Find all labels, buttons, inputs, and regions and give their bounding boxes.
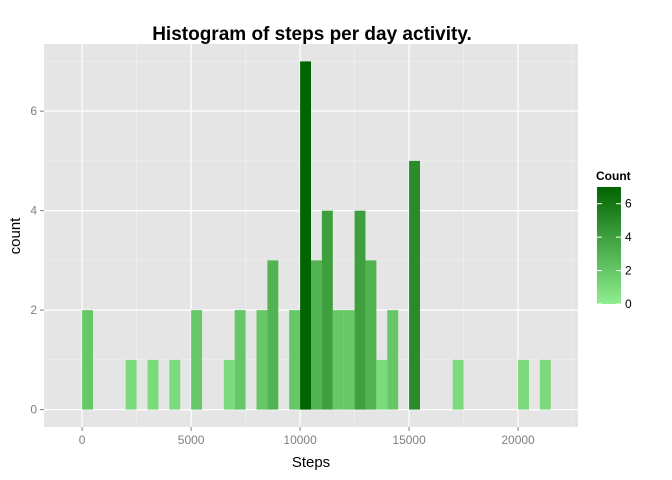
y-axis-title: count [7, 217, 24, 255]
y-tick-label: 2 [30, 303, 37, 317]
histogram-bar [300, 61, 311, 410]
histogram-bar [82, 310, 94, 410]
histogram-bar [365, 260, 377, 410]
histogram-bar [409, 160, 420, 410]
histogram-bar [125, 359, 137, 410]
chart-title: Histogram of steps per day activity. [152, 24, 472, 45]
histogram-bars [82, 61, 551, 410]
histogram-bar [452, 359, 464, 410]
histogram-bar [289, 310, 301, 410]
histogram-bar [169, 359, 181, 410]
legend-tick-label: 0 [625, 297, 632, 311]
legend-tick-label: 6 [625, 197, 632, 211]
histogram-bar [343, 310, 355, 410]
x-tick-label: 0 [79, 433, 86, 447]
histogram-bar [539, 359, 551, 410]
y-tick-label: 6 [30, 104, 37, 118]
legend-title: Count [596, 169, 631, 183]
legend-tick-label: 2 [625, 264, 632, 278]
x-tick-label: 15000 [392, 433, 426, 447]
histogram-bar [311, 260, 322, 410]
y-axis-ticks: 0 2 4 6 [30, 104, 44, 417]
histogram-bar [223, 359, 235, 410]
histogram-bar [387, 310, 399, 410]
x-tick-label: 10000 [283, 433, 317, 447]
histogram-bar [321, 210, 333, 410]
histogram-bar [147, 359, 159, 410]
y-tick-label: 4 [30, 204, 37, 218]
legend-ticks: 0 2 4 6 [597, 197, 632, 311]
y-tick-label: 0 [30, 403, 37, 417]
x-tick-label: 5000 [178, 433, 205, 447]
legend-colorbar [597, 187, 621, 304]
histogram-bar [518, 359, 529, 410]
histogram-bar [376, 359, 388, 410]
histogram-bar [191, 310, 203, 410]
x-tick-label: 20000 [501, 433, 535, 447]
histogram-bar [234, 310, 246, 410]
legend: Count 0 2 4 6 [596, 169, 632, 311]
legend-tick-label: 4 [625, 230, 632, 244]
histogram-bar [354, 210, 366, 410]
histogram-bar [256, 310, 268, 410]
x-axis-ticks: 0 5000 10000 15000 20000 [79, 427, 535, 447]
histogram-bar [332, 310, 344, 410]
x-axis-title: Steps [292, 454, 330, 471]
histogram-bar [267, 260, 279, 410]
